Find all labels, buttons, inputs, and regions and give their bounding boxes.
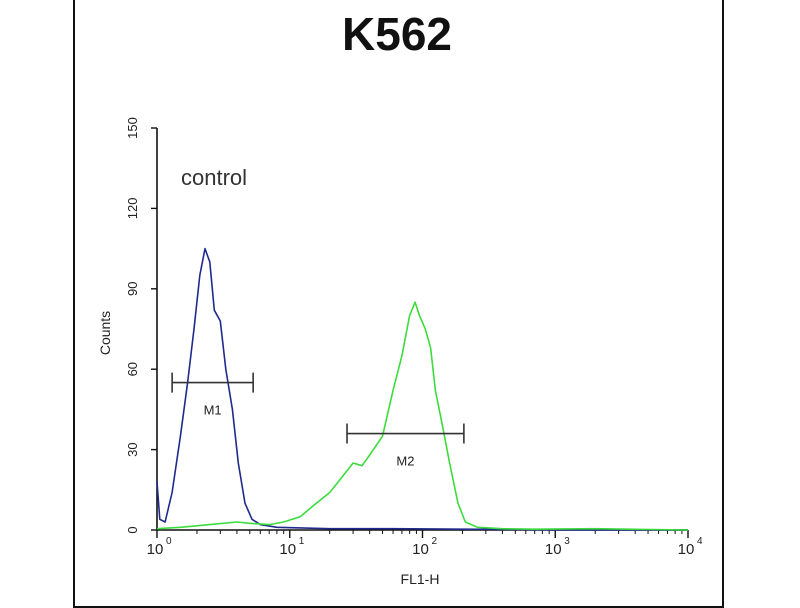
x-tick-label: 10 [412,541,429,558]
y-tick-label: 150 [125,117,140,139]
series-line-2 [156,301,689,531]
x-tick-exponent: 0 [166,536,172,547]
y-tick-label: 0 [125,526,140,533]
marker-m1-label: M1 [204,403,222,418]
x-tick-exponent: 2 [432,536,438,547]
x-tick-exponent: 4 [697,536,703,547]
x-tick-label: 10 [147,541,164,558]
y-tick-label: 90 [125,282,140,296]
y-tick-label: 60 [125,362,140,376]
x-tick-label: 10 [545,541,562,558]
x-axis-label: FL1-H [401,571,440,587]
y-axis-label: Counts [97,311,113,355]
x-tick-exponent: 1 [299,536,305,547]
y-tick-label: 30 [125,442,140,456]
marker-m2-label: M2 [396,454,414,469]
x-tick-exponent: 3 [564,536,570,547]
chart-title: K562 [342,8,452,60]
y-tick-label: 120 [125,198,140,220]
control-annotation: control [181,165,247,190]
x-tick-label: 10 [279,541,296,558]
series-line-1 [156,247,688,531]
x-tick-label: 10 [678,541,695,558]
